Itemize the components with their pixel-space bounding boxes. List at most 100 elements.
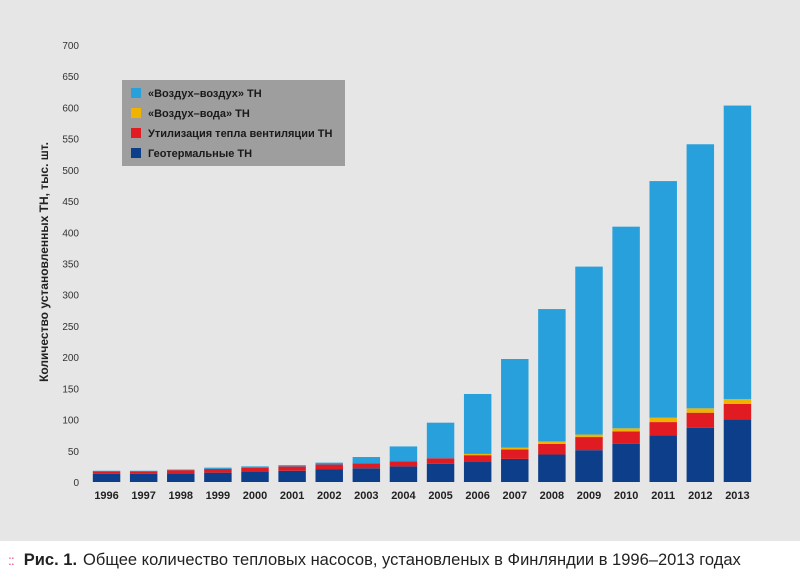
y-tick-label: 0 <box>73 478 79 489</box>
bar-segment <box>538 443 566 455</box>
y-tick-label: 200 <box>62 353 79 364</box>
bar-segment <box>129 470 158 472</box>
x-tick-label: 2012 <box>688 490 712 502</box>
bar-segment <box>686 144 715 409</box>
bar-segment <box>501 458 529 482</box>
x-tick-label: 2000 <box>243 490 267 502</box>
legend-label: «Воздух–вода» ТН <box>148 108 250 120</box>
bar-segment <box>538 309 566 442</box>
bar-segment <box>463 455 492 463</box>
y-tick-label: 600 <box>62 103 79 114</box>
bar-segment <box>538 441 566 444</box>
y-tick-label: 400 <box>62 228 79 239</box>
bar-segment <box>575 266 603 435</box>
bar-segment <box>501 449 529 459</box>
bar-segment <box>315 462 343 465</box>
bar-segment <box>129 473 158 482</box>
bar-segment <box>352 463 381 469</box>
y-axis-title: Количество установленных ТН, тыс. шт. <box>37 142 51 382</box>
bar-segment <box>501 359 529 448</box>
caption-decor: :: <box>8 552 15 568</box>
bar-segment <box>352 457 381 464</box>
x-tick-label: 2008 <box>540 490 564 502</box>
bar-segment <box>278 465 306 467</box>
y-tick-label: 350 <box>62 260 79 271</box>
y-tick-label: 650 <box>62 72 79 83</box>
x-tick-label: 2011 <box>651 490 675 502</box>
bar-segment <box>649 181 677 418</box>
y-tick-label: 550 <box>62 135 79 146</box>
bar-segment <box>686 427 715 482</box>
y-tick-label: 50 <box>68 447 80 458</box>
y-tick-label: 700 <box>62 41 79 52</box>
bar-segment <box>426 463 455 482</box>
bar-segment <box>278 470 306 482</box>
y-axis-ticks: 0 50 100 150 200 250 300 350 400 450 500 550 600 650 7… <box>62 41 79 489</box>
legend-label: Утилизация тепла вентиляции ТН <box>148 128 332 140</box>
bar-segment <box>352 468 381 482</box>
bar-segment <box>389 461 418 467</box>
x-tick-label: 1999 <box>206 490 230 502</box>
legend-swatch <box>131 148 141 158</box>
bars <box>92 105 752 482</box>
y-tick-label: 500 <box>62 166 79 177</box>
x-tick-label: 1997 <box>131 490 155 502</box>
bar-segment <box>649 435 677 482</box>
bar-segment <box>501 447 529 450</box>
bar-segment <box>167 470 195 474</box>
bar-segment <box>92 473 121 482</box>
bar-segment <box>315 464 343 470</box>
bar-segment <box>241 467 269 473</box>
bar-segment <box>686 408 715 413</box>
bar-segment <box>204 468 232 473</box>
y-tick-label: 100 <box>62 416 79 427</box>
bar-segment <box>612 226 640 429</box>
bar-segment <box>204 472 232 482</box>
x-tick-label: 2013 <box>725 490 749 502</box>
bar-segment <box>723 403 752 420</box>
legend-box <box>122 80 345 166</box>
x-tick-label: 2003 <box>354 490 378 502</box>
bar-segment <box>649 417 677 423</box>
bar-segment <box>278 466 306 471</box>
bar-segment <box>463 393 492 454</box>
legend-swatch <box>131 88 141 98</box>
bar-segment <box>426 422 455 459</box>
bar-segment <box>389 466 418 482</box>
bar-segment <box>575 437 603 451</box>
y-tick-label: 450 <box>62 197 79 208</box>
x-tick-label: 2009 <box>577 490 601 502</box>
bar-segment <box>389 446 418 462</box>
bar-segment <box>723 419 752 482</box>
legend: «Воздух–воздух» ТН «Воздух–вода» ТН Утилиз… <box>122 80 345 166</box>
bar-segment <box>241 466 269 468</box>
x-tick-label: 2002 <box>317 490 341 502</box>
x-tick-label: 2001 <box>280 490 304 502</box>
bar-segment <box>167 473 195 482</box>
bar-segment <box>92 471 121 474</box>
bar-segment <box>612 428 640 432</box>
legend-swatch <box>131 128 141 138</box>
legend-label: Геотермальные ТН <box>148 148 252 160</box>
bar-segment <box>463 453 492 456</box>
bar-segment <box>723 398 752 404</box>
x-tick-label: 2007 <box>503 490 527 502</box>
bar-segment <box>167 469 195 471</box>
bar-segment <box>426 458 455 464</box>
x-tick-label: 1998 <box>169 490 193 502</box>
y-tick-label: 300 <box>62 291 79 302</box>
bar-segment <box>538 454 566 482</box>
bar-segment <box>92 470 121 472</box>
bar-segment <box>204 467 232 469</box>
bar-segment <box>649 422 677 436</box>
bar-segment <box>315 469 343 482</box>
bar-segment <box>575 450 603 482</box>
x-axis-ticks: 1996 1997 1998 1999 2000 2001 2002 2003 2004 2005… <box>94 490 749 502</box>
x-tick-label: 2005 <box>428 490 452 502</box>
legend-swatch <box>131 108 141 118</box>
bar-segment <box>575 434 603 438</box>
stacked-bar-chart: Количество установленных ТН, тыс. шт. 0 5… <box>37 41 752 502</box>
caption-text: Общее количество тепловых насосов, устан… <box>83 550 741 569</box>
legend-label: «Воздух–воздух» ТН <box>148 88 262 100</box>
figure-caption: :: Рис. 1. Общее количество тепловых нас… <box>8 547 741 573</box>
